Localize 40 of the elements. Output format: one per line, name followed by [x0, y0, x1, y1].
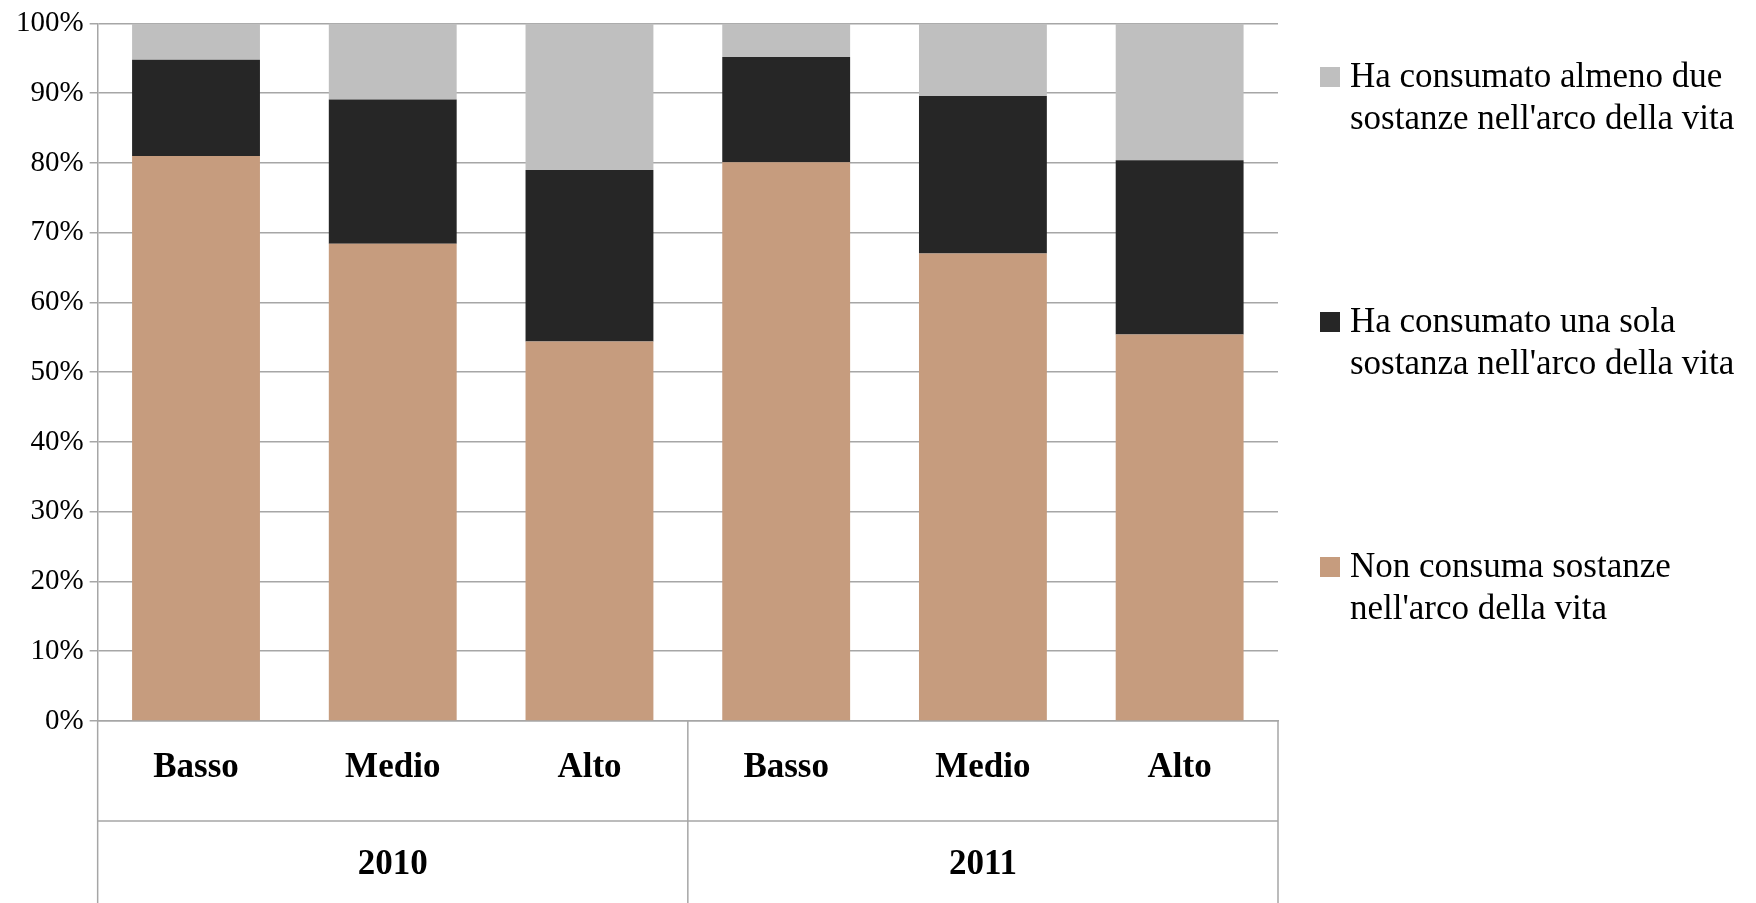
x-tick-label: Basso: [153, 746, 239, 786]
legend-label: Ha consumato almeno due sostanze nell'arco della vita: [1350, 55, 1736, 139]
x-tick-label: Basso: [743, 746, 829, 786]
bar: [918, 23, 1047, 96]
x-tick-label: Medio: [935, 746, 1031, 786]
y-tick-label: 0%: [44, 702, 84, 735]
bar: [132, 23, 260, 60]
bar: [525, 341, 654, 721]
y-tick-label: 30%: [30, 493, 84, 526]
y-tick-label: 50%: [30, 353, 84, 386]
bar: [132, 59, 260, 156]
bar: [328, 99, 457, 244]
text: 2010: [357, 843, 428, 883]
bar: [1115, 23, 1244, 161]
x-tick-label: Alto: [1147, 746, 1212, 786]
y-tick-label: 80%: [30, 144, 84, 177]
bar: [918, 253, 1047, 721]
x-tick-label: Alto: [557, 746, 622, 786]
bar: [722, 23, 851, 57]
y-tick-label: 90%: [30, 74, 84, 107]
y-tick-label: 70%: [30, 214, 84, 247]
y-tick-label: 20%: [30, 563, 84, 596]
bar: [328, 243, 457, 721]
y-tick-label: 40%: [30, 423, 84, 456]
bar: [328, 23, 457, 100]
bar: [1115, 160, 1244, 335]
legend-label: Ha consumato una sola sostanza nell'arco della vita: [1350, 300, 1736, 384]
bar: [722, 56, 851, 163]
y-tick-label: 60%: [30, 284, 84, 317]
bar: [722, 162, 851, 721]
bar: [525, 169, 654, 342]
bar: [1115, 334, 1244, 721]
bar: [132, 155, 260, 721]
bar: [525, 23, 654, 170]
legend-label: Non consuma sostanze nell'arco della vita: [1350, 545, 1672, 629]
y-tick-label: 10%: [30, 632, 84, 665]
text: 2011: [948, 843, 1017, 883]
bar: [918, 95, 1047, 254]
x-tick-label: Medio: [345, 746, 441, 786]
y-tick-label: 100%: [15, 5, 84, 38]
